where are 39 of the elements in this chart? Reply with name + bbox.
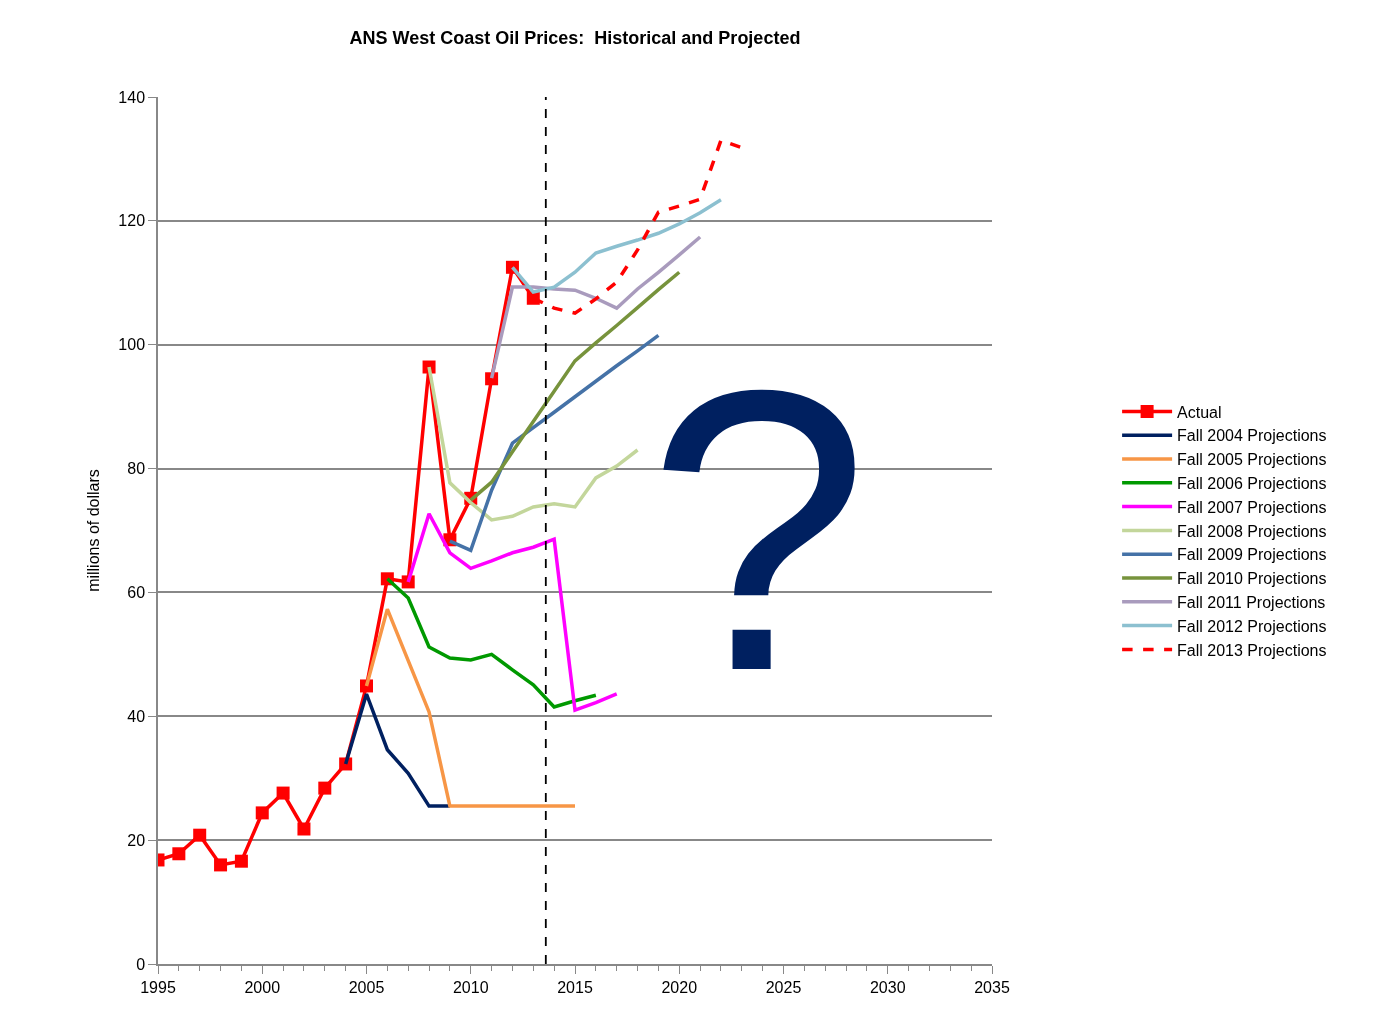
point xyxy=(172,847,186,861)
legend-label: Fall 2012 Projections xyxy=(1177,617,1327,635)
point xyxy=(276,786,290,800)
x-tick-label: 2035 xyxy=(974,978,1010,996)
y-tick-label: 20 xyxy=(127,831,146,849)
legend-label: Fall 2005 Projections xyxy=(1177,451,1327,469)
point xyxy=(255,806,269,820)
y-tick-label: 140 xyxy=(118,88,146,106)
legend-label: Fall 2011 Projections xyxy=(1177,594,1326,612)
point xyxy=(214,858,228,872)
x-tick-label: 2015 xyxy=(557,978,593,996)
x-tick-label: 2010 xyxy=(452,978,489,996)
annotation: ? xyxy=(647,307,870,754)
legend-label: Fall 2007 Projections xyxy=(1177,498,1327,516)
y-tick-label: 120 xyxy=(118,212,146,230)
legend-label: Fall 2013 Projections xyxy=(1177,641,1327,659)
legend-label: Fall 2006 Projections xyxy=(1177,475,1327,493)
point xyxy=(297,822,311,836)
x-tick-label: 1995 xyxy=(140,978,176,996)
y-tick-label: 80 xyxy=(127,460,146,478)
x-tick-label: 2000 xyxy=(244,978,281,996)
legend-label: Fall 2004 Projections xyxy=(1177,427,1327,445)
x-tick-label: 2020 xyxy=(661,978,698,996)
chart-title: ANS West Coast Oil Prices: Historical and Projected xyxy=(349,28,801,49)
x-tick-label: 2005 xyxy=(348,978,385,996)
y-tick-label: 60 xyxy=(127,584,146,602)
y-tick-label: 0 xyxy=(136,955,146,973)
x-tick-label: 2030 xyxy=(869,978,906,996)
x-tick-label: 2025 xyxy=(765,978,802,996)
y-tick-label: 100 xyxy=(118,336,146,354)
y-axis-title: millions of dollars xyxy=(84,469,102,592)
point xyxy=(234,854,248,868)
legend-label: Fall 2008 Projections xyxy=(1177,522,1327,540)
legend-label: Actual xyxy=(1177,403,1222,421)
legend-label: Fall 2010 Projections xyxy=(1177,570,1327,588)
point xyxy=(318,781,332,795)
y-tick-label: 40 xyxy=(127,707,146,725)
legend-label: Fall 2009 Projections xyxy=(1177,546,1327,564)
point xyxy=(193,828,207,842)
